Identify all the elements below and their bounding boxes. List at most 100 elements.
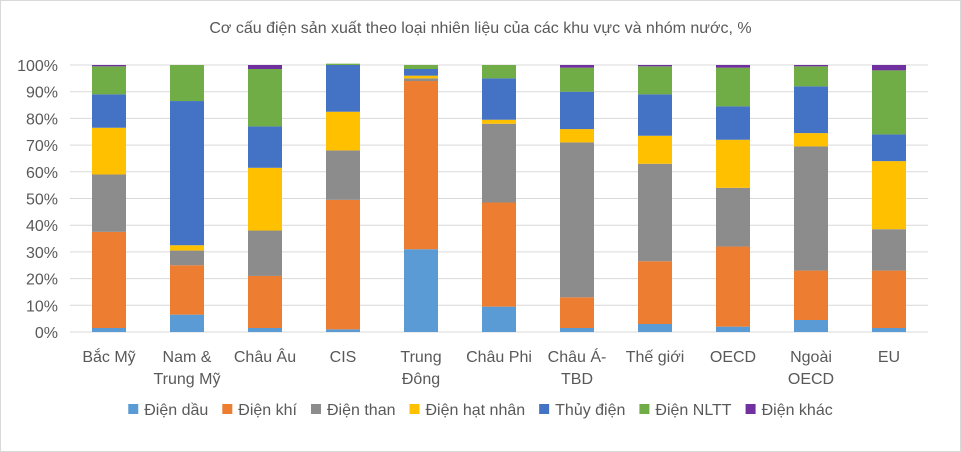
y-tick-label: 80%: [26, 111, 58, 128]
bar-segment: [560, 297, 594, 328]
bar-segment: [716, 246, 750, 327]
bar-segment: [872, 229, 906, 271]
y-tick-label: 100%: [17, 58, 58, 75]
bar-segment: [794, 65, 828, 67]
bar-segment: [326, 199, 360, 330]
bar-segment: [716, 326, 750, 332]
bar-segment: [326, 111, 360, 151]
bar-segment: [326, 65, 360, 112]
bar-segment: [92, 94, 126, 128]
legend-label: Điện hạt nhân: [426, 402, 526, 419]
bar-segment: [560, 91, 594, 130]
y-tick-label: 10%: [26, 298, 58, 315]
bar-segment: [482, 202, 516, 307]
axes: 0% 10% 20% 30% 40% 50% 60% 70% 80% 90% 100% Bắc Mỹ N…: [17, 58, 900, 388]
y-tick-label: 20%: [26, 272, 58, 289]
bar-segment: [716, 139, 750, 188]
x-category-label: Châu Âu: [234, 347, 296, 366]
bar-segment: [248, 126, 282, 168]
legend-label: Thủy điện: [555, 402, 625, 419]
bar-segment: [482, 78, 516, 120]
bar-segment: [794, 270, 828, 320]
bar-segment: [404, 65, 438, 70]
bar-segment: [248, 327, 282, 332]
bar-segment: [326, 329, 360, 332]
bar-segment: [638, 94, 672, 136]
bar-segment: [92, 174, 126, 232]
bar-segment: [170, 65, 204, 102]
bar-segment: [170, 265, 204, 315]
bar-segment: [872, 134, 906, 162]
x-category-label: EU: [878, 349, 900, 366]
y-tick-label: 50%: [26, 192, 58, 209]
bar-segment: [482, 119, 516, 124]
legend-label: Điện khí: [238, 402, 297, 419]
bar-segment: [716, 67, 750, 107]
bar-segment: [638, 261, 672, 324]
legend-label: Điện khác: [762, 402, 833, 419]
x-category-label: Châu Á-TBD: [548, 347, 607, 388]
bar-segment: [248, 167, 282, 231]
legend-swatch: [222, 404, 233, 414]
x-category-label: CIS: [330, 349, 357, 366]
bar-segment: [872, 65, 906, 71]
bar-segment: [872, 270, 906, 328]
bar-segment: [716, 65, 750, 68]
bar-segment: [170, 314, 204, 332]
bar-segment: [404, 78, 438, 82]
bar-segment: [170, 101, 204, 246]
legend-label: Điện than: [327, 402, 396, 419]
bar-segment: [248, 65, 282, 70]
bar-segment: [92, 65, 126, 67]
bar-segment: [326, 150, 360, 200]
bar-segment: [248, 275, 282, 328]
bar-segment: [560, 327, 594, 332]
bar-segment: [248, 230, 282, 276]
bar-segment: [170, 245, 204, 251]
bar-segment: [794, 66, 828, 87]
bar-segment: [482, 306, 516, 332]
bar-segment: [560, 142, 594, 298]
legend-label: Điện NLTT: [655, 402, 731, 419]
bar-segment: [794, 146, 828, 271]
legend-swatch: [311, 404, 322, 414]
y-tick-label: 60%: [26, 165, 58, 182]
bar-segment: [248, 69, 282, 127]
chart-title: Cơ cấu điện sản xuất theo loại nhiên liệ…: [209, 20, 752, 37]
bar-segment: [638, 163, 672, 262]
bar-segment: [716, 187, 750, 247]
bar-segment: [794, 133, 828, 147]
bar-segment: [638, 323, 672, 332]
bar-segment: [638, 65, 672, 67]
bar-segment: [560, 65, 594, 68]
legend-label: Điện dầu: [144, 402, 208, 419]
y-tick-label: 40%: [26, 218, 58, 235]
bar-segment: [482, 65, 516, 79]
bar-segment: [794, 86, 828, 134]
x-category-label: Thế giới: [626, 349, 685, 366]
legend-swatch: [409, 404, 420, 414]
x-category-label: Châu Phi: [466, 349, 532, 366]
legend-swatch: [539, 404, 550, 414]
x-category-label: OECD: [710, 349, 756, 366]
bar-segment: [638, 135, 672, 164]
bar-segment: [404, 249, 438, 332]
bar-segment: [560, 67, 594, 92]
bar-segment: [92, 327, 126, 332]
bar-segment: [872, 161, 906, 230]
bars: [92, 63, 906, 332]
bar-segment: [404, 75, 438, 79]
y-tick-label: 90%: [26, 85, 58, 102]
bar-segment: [482, 123, 516, 203]
bar-segment: [716, 106, 750, 140]
x-category-label: Bắc Mỹ: [82, 347, 135, 366]
y-tick-label: 70%: [26, 138, 58, 155]
bar-segment: [92, 231, 126, 328]
bar-segment: [638, 66, 672, 95]
y-tick-label: 0%: [35, 325, 58, 342]
bar-segment: [92, 127, 126, 175]
x-category-label: Ngoài OECD: [788, 349, 834, 388]
bar-segment: [794, 319, 828, 332]
bar-segment: [560, 129, 594, 143]
legend: Điện dầu Điện khí Điện than Điện hạt nhân Th…: [128, 402, 833, 419]
